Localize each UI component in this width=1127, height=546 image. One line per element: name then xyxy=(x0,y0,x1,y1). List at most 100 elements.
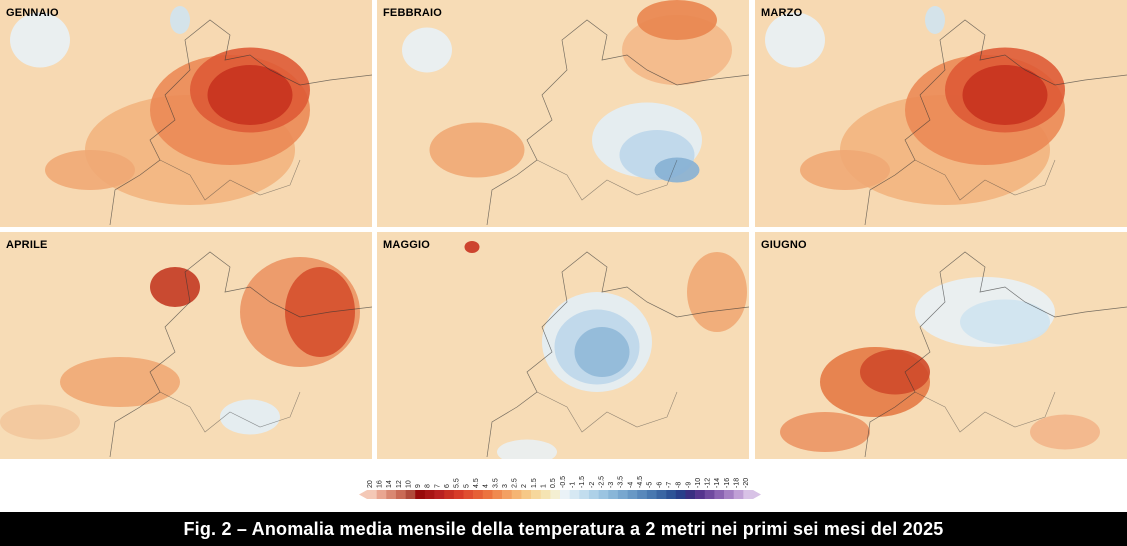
legend-arrow-left xyxy=(359,490,367,499)
legend-tick-label: 14 xyxy=(386,480,393,488)
anomaly-region xyxy=(574,327,630,377)
anomaly-region xyxy=(637,0,717,40)
legend-swatch xyxy=(376,490,387,499)
anomaly-region xyxy=(962,65,1048,125)
legend-swatch xyxy=(502,490,513,499)
legend-swatch xyxy=(453,490,464,499)
legend-swatch xyxy=(598,490,609,499)
legend-swatch xyxy=(531,490,541,499)
legend-swatch xyxy=(608,490,619,499)
legend-swatch xyxy=(685,490,696,499)
coastline xyxy=(486,19,749,226)
legend-swatch xyxy=(444,490,455,499)
coastline xyxy=(536,159,678,201)
legend-swatch xyxy=(473,490,484,499)
panel-month-label: MARZO xyxy=(761,7,803,19)
anomaly-map xyxy=(0,0,372,227)
legend-swatch xyxy=(560,490,570,499)
anomaly-region xyxy=(464,241,480,253)
coastline xyxy=(486,251,749,458)
legend-tick-label: -7 xyxy=(666,482,673,488)
legend-swatch xyxy=(550,490,561,499)
anomaly-map xyxy=(377,232,749,459)
legend-swatch xyxy=(579,490,590,499)
panel-month-label: FEBBRAIO xyxy=(383,7,443,19)
legend-swatch xyxy=(569,490,580,499)
legend-tick-label: -1.5 xyxy=(579,476,586,488)
legend-swatch xyxy=(386,490,397,499)
legend-swatch xyxy=(540,490,551,499)
legend-swatch xyxy=(521,490,532,499)
legend-swatch xyxy=(704,490,715,499)
anomaly-map xyxy=(0,232,372,459)
legend-swatch xyxy=(714,490,725,499)
legend-tick-label: 4 xyxy=(483,484,490,488)
anomaly-region xyxy=(1030,414,1100,450)
legend-tick-label: -4 xyxy=(627,482,634,488)
legend-swatch xyxy=(627,490,638,499)
panel-month-label: MAGGIO xyxy=(383,239,431,251)
legend-tick-label: -6 xyxy=(656,482,663,488)
coastline xyxy=(914,159,1056,201)
legend-tick-label: -1 xyxy=(569,482,576,488)
map-panel-aprile: APRILE xyxy=(0,232,372,459)
anomaly-region xyxy=(170,6,190,34)
legend-tick-label: 5 xyxy=(463,484,470,488)
map-panel-giugno: GIUGNO xyxy=(755,232,1127,459)
legend-tick-label: -16 xyxy=(724,478,731,488)
legend-swatch xyxy=(675,490,686,499)
legend-tick-label: -5 xyxy=(647,482,654,488)
legend-swatch xyxy=(588,490,599,499)
anomaly-region xyxy=(0,404,80,440)
anomaly-region xyxy=(60,357,180,407)
legend-tick-label: 4.5 xyxy=(473,478,480,488)
coastline xyxy=(864,19,1127,226)
color-scale-legend: 20 16 14 12 10 9 8 7 6 5.5 5 4.5 4 3.5 3 2.5 2 1.5 1 0.5 -0.… xyxy=(359,476,761,499)
map-panel-maggio: MAGGIO xyxy=(377,232,749,459)
legend-tick-label: 2 xyxy=(521,484,528,488)
panel-month-label: GIUGNO xyxy=(761,239,807,251)
anomaly-region xyxy=(429,122,525,178)
legend-tick-label: -3 xyxy=(608,482,615,488)
anomaly-region xyxy=(285,267,355,357)
legend-swatch xyxy=(395,490,406,499)
legend-tick-label: 3.5 xyxy=(492,478,499,488)
anomaly-map xyxy=(377,0,749,227)
anomaly-region xyxy=(960,299,1050,345)
legend-tick-label: 16 xyxy=(376,480,383,488)
legend-tick-label: -4.5 xyxy=(637,476,644,488)
legend-tick-label: 3 xyxy=(502,484,509,488)
anomaly-region xyxy=(780,412,870,452)
legend-tick-label: -8 xyxy=(676,482,683,488)
legend-swatch xyxy=(656,490,667,499)
anomaly-region xyxy=(687,252,747,332)
legend-swatch xyxy=(695,490,706,499)
anomaly-region xyxy=(925,6,945,34)
legend-tick-label: -10 xyxy=(695,478,702,488)
legend-swatch xyxy=(511,490,522,499)
legend-swatch xyxy=(405,490,416,499)
map-panel-gennaio: GENNAIO xyxy=(0,0,372,227)
legend-tick-label: -2.5 xyxy=(598,476,605,488)
legend-swatch xyxy=(617,490,628,499)
panel-month-label: APRILE xyxy=(6,239,48,251)
legend-tick-label: -14 xyxy=(714,478,721,488)
anomaly-region xyxy=(497,439,557,459)
coastline xyxy=(864,251,1127,458)
legend-tick-label: 2.5 xyxy=(512,478,519,488)
legend-tick-label: 10 xyxy=(405,480,412,488)
legend-tick-label: -12 xyxy=(705,478,712,488)
caption-text: Fig. 2 – Anomalia media mensile della te… xyxy=(183,518,944,539)
legend-swatch xyxy=(666,490,677,499)
panel-month-label: GENNAIO xyxy=(6,7,59,19)
anomaly-region xyxy=(800,150,890,190)
legend-tick-label: -9 xyxy=(685,482,692,488)
legend-tick-label: 6 xyxy=(444,484,451,488)
legend-swatch xyxy=(367,490,377,499)
legend-swatch xyxy=(724,490,734,499)
legend-tick-label: 7 xyxy=(434,484,441,488)
map-panel-marzo: MARZO xyxy=(755,0,1127,227)
anomaly-map xyxy=(755,0,1127,227)
legend-tick-label: 1.5 xyxy=(531,478,538,488)
map-panel-febbraio: FEBBRAIO xyxy=(377,0,749,227)
